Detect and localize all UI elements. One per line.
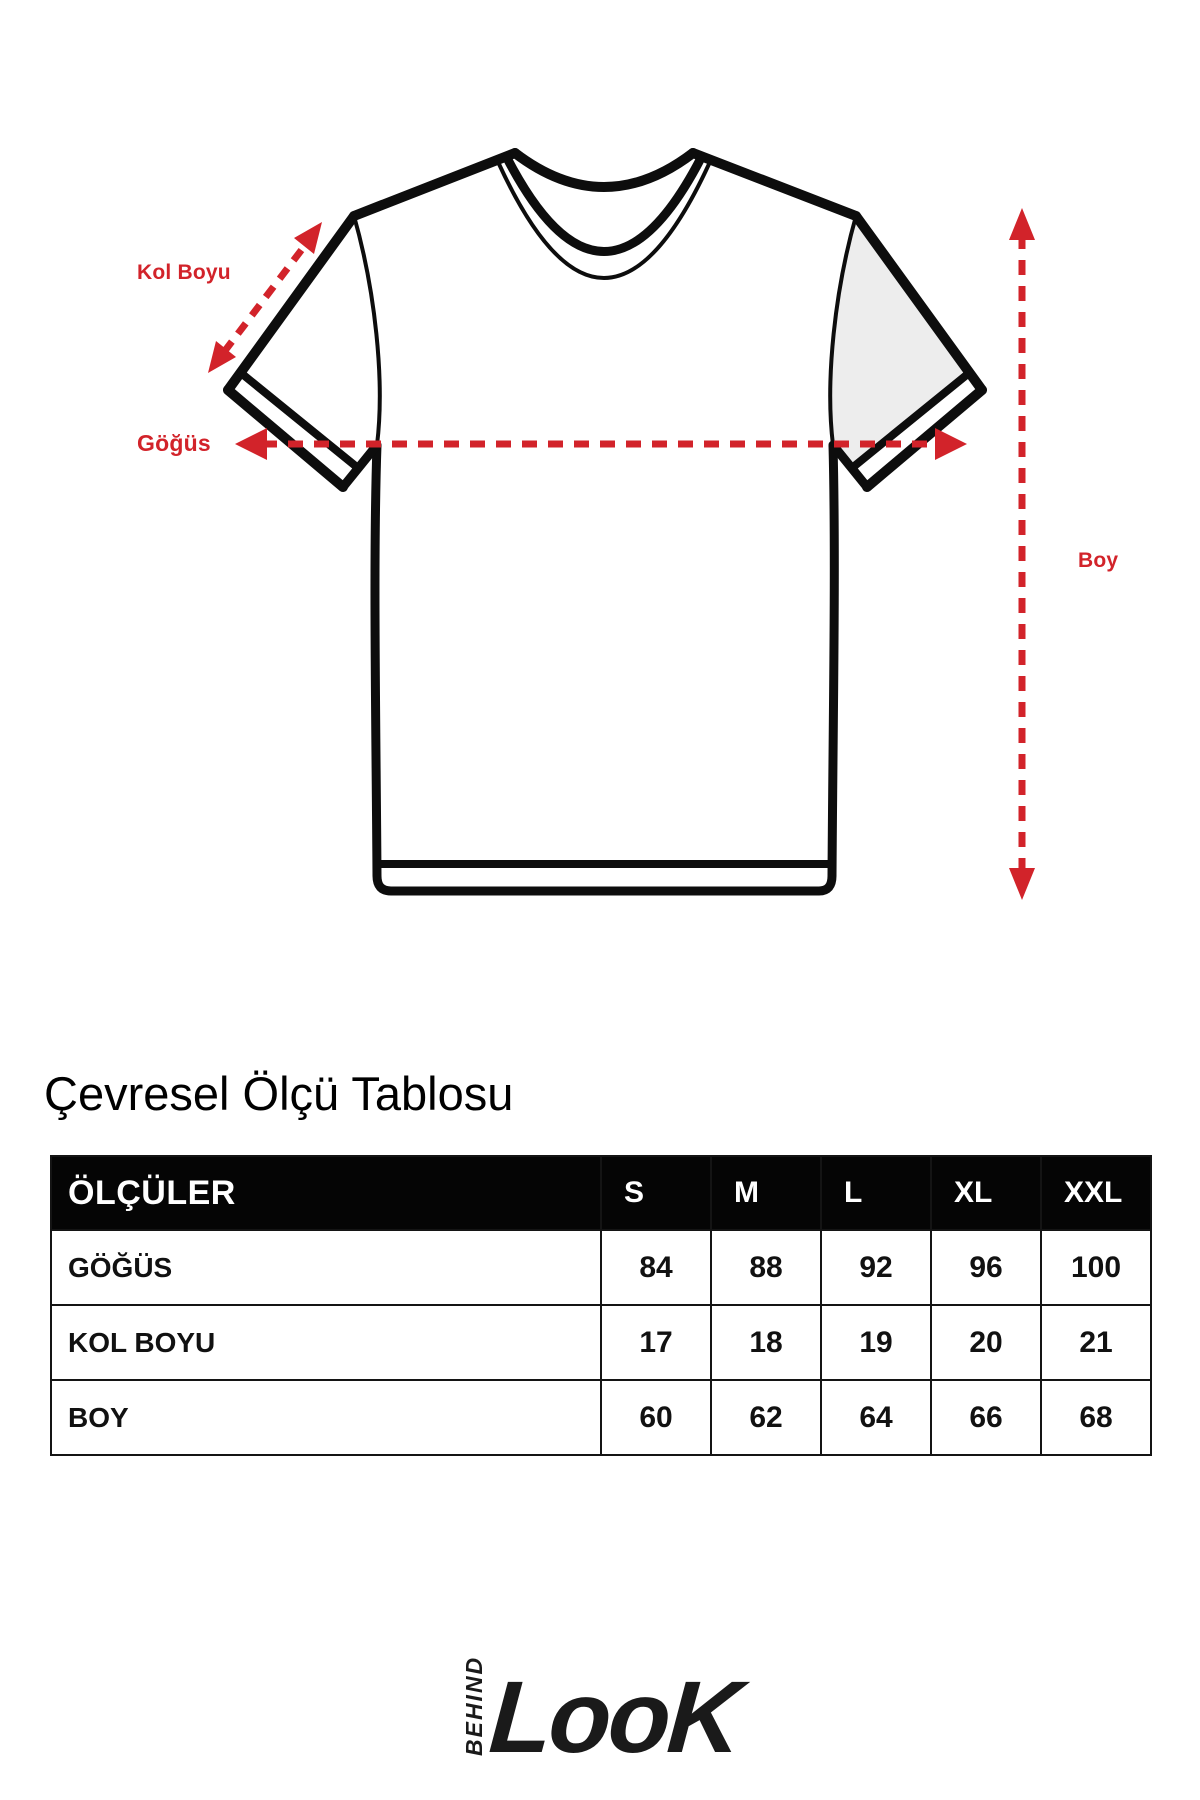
row-label-sleeve: KOL BOYU xyxy=(50,1304,602,1381)
tshirt-body xyxy=(370,444,839,896)
left-shoulder-line xyxy=(349,148,520,221)
left-armhole-seam xyxy=(352,215,382,446)
cell-length-s: 60 xyxy=(600,1379,712,1456)
right-armhole-seam xyxy=(828,215,858,446)
right-shoulder-line xyxy=(688,148,861,221)
right-sleeve-cuff-edge xyxy=(862,385,987,492)
cell-chest-l: 92 xyxy=(820,1229,932,1306)
cell-sleeve-s: 17 xyxy=(600,1304,712,1381)
header-cell-size-s: S xyxy=(600,1155,712,1231)
cell-sleeve-m: 18 xyxy=(710,1304,822,1381)
header-cell-size-xxl: XXL xyxy=(1040,1155,1152,1231)
row-label-length: BOY xyxy=(50,1379,602,1456)
cell-sleeve-l: 19 xyxy=(820,1304,932,1381)
left-sleeve-cuff-edge xyxy=(223,385,348,492)
cell-length-xl: 66 xyxy=(930,1379,1042,1456)
body-length-label: Boy xyxy=(1078,549,1119,572)
page-title: Çevresel Ölçü Tablosu xyxy=(44,1067,514,1120)
chest-width-label: Göğüs xyxy=(137,430,211,456)
cell-length-xxl: 68 xyxy=(1040,1379,1152,1456)
cell-sleeve-xxl: 21 xyxy=(1040,1304,1152,1381)
cell-chest-xl: 96 xyxy=(930,1229,1042,1306)
brand-logo: BEHIND LooK xyxy=(0,1652,1200,1775)
brand-logo-look-text: LooK xyxy=(486,1660,743,1775)
left-sleeve-cuff-band xyxy=(237,369,362,472)
collar-band-bottom xyxy=(502,153,706,256)
header-cell-size-xl: XL xyxy=(930,1155,1042,1231)
collar-neck-opening xyxy=(510,148,698,192)
brand-logo-behind-text: BEHIND xyxy=(461,1655,488,1756)
tshirt-size-diagram: Kol Boyu Göğüs Boy xyxy=(137,148,1119,900)
table-row-chest: GÖĞÜS 84 88 92 96 100 xyxy=(50,1229,1152,1306)
header-cell-measures: ÖLÇÜLER xyxy=(50,1155,602,1231)
body-length-arrow xyxy=(1009,208,1035,900)
size-table: ÖLÇÜLER S M L XL XXL GÖĞÜS 84 88 92 96 1… xyxy=(50,1155,1152,1456)
size-table-header-row: ÖLÇÜLER S M L XL XXL xyxy=(50,1155,1152,1231)
collar-outer-seam xyxy=(497,162,711,280)
left-sleeve-outer-edge xyxy=(223,211,359,395)
right-sleeve-outer-edge xyxy=(851,211,987,395)
cell-length-l: 64 xyxy=(820,1379,932,1456)
cell-chest-s: 84 xyxy=(600,1229,712,1306)
header-cell-size-l: L xyxy=(820,1155,932,1231)
cell-sleeve-xl: 20 xyxy=(930,1304,1042,1381)
sleeve-length-arrow xyxy=(208,222,322,373)
right-sleeve-cuff-band xyxy=(848,369,973,472)
header-cell-size-m: M xyxy=(710,1155,822,1231)
cell-length-m: 62 xyxy=(710,1379,822,1456)
table-row-sleeve: KOL BOYU 17 18 19 20 21 xyxy=(50,1304,1152,1381)
table-row-length: BOY 60 62 64 66 68 xyxy=(50,1379,1152,1456)
right-sleeve-fill xyxy=(830,216,969,468)
tshirt-outline-drawing xyxy=(208,148,1035,900)
cell-chest-m: 88 xyxy=(710,1229,822,1306)
chest-width-arrow xyxy=(235,428,967,460)
row-label-chest: GÖĞÜS xyxy=(50,1229,602,1306)
sleeve-length-label: Kol Boyu xyxy=(137,261,231,284)
cell-chest-xxl: 100 xyxy=(1040,1229,1152,1306)
